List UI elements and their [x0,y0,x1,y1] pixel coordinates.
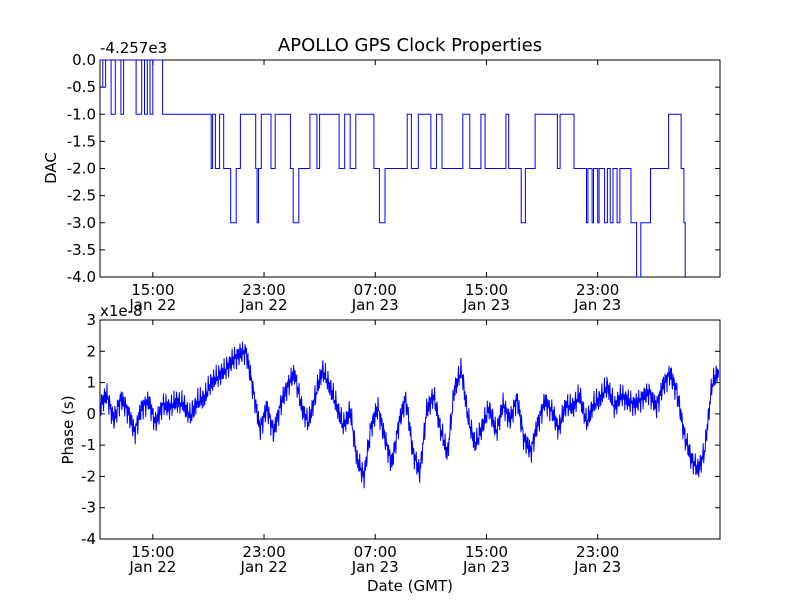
phase-y-tick-label: 0 [86,405,96,423]
dac-x-tick-time: 15:00 [131,281,174,299]
phase-series-line [99,341,720,489]
dac-x-tick-date: Jan 22 [240,296,288,314]
dac-y-tick-label: -2.0 [67,160,96,178]
dac-y-axis-label: DAC [42,152,60,184]
phase-x-tick-time: 15:00 [465,543,508,561]
dac-x-tick-date: Jan 23 [573,296,621,314]
dac-panel: 0.0 -0.5 -1.0 -1.5 -2.0 -2.5 -3.0 -3.5 -4.0 15:0… [42,39,721,314]
dac-y-ticks: 0.0 -0.5 -1.0 -1.5 -2.0 -2.5 -3.0 -3.5 -4.0 [67,51,720,286]
phase-x-tick-date: Jan 22 [240,558,288,576]
phase-y-tick-label: 2 [86,342,96,360]
phase-y-ticks: 3 2 1 0 -1 -2 -3 -4 [81,311,720,548]
phase-y-tick-label: -1 [81,436,96,454]
dac-series-line [100,59,686,278]
phase-x-tick-time: 23:00 [576,543,619,561]
phase-x-tick-date: Jan 23 [351,558,399,576]
phase-x-tick-date: Jan 23 [462,558,510,576]
dac-y-tick-label: -2.5 [67,187,96,205]
dac-x-tick-date: Jan 23 [351,296,399,314]
dac-y-offset-label: -4.257e3 [100,39,167,57]
phase-x-tick-time: 15:00 [131,543,174,561]
dac-x-tick-time: 23:00 [242,281,285,299]
x-axis-label: Date (GMT) [367,577,453,595]
phase-y-tick-label: -2 [81,467,96,485]
dac-y-tick-label: 0.0 [72,51,96,69]
phase-x-tick-date: Jan 23 [573,558,621,576]
phase-y-tick-label: 3 [86,311,96,329]
phase-y-tick-label: 1 [86,374,96,392]
phase-y-offset-label: x1e-8 [100,302,143,320]
chart-title: APOLLO GPS Clock Properties [278,35,542,56]
dac-y-tick-label: -3.5 [67,241,96,259]
dac-y-tick-label: -3.0 [67,214,96,232]
dac-y-tick-label: -1.5 [67,132,96,150]
dac-x-tick-time: 23:00 [576,281,619,299]
dac-x-tick-date: Jan 22 [128,296,176,314]
phase-y-axis-label: Phase (s) [59,395,77,464]
dac-y-tick-label: -0.5 [67,78,96,96]
dac-y-tick-label: -4.0 [67,268,96,286]
phase-x-tick-time: 23:00 [242,543,285,561]
dac-x-tick-time: 07:00 [354,281,397,299]
dac-y-tick-label: -1.0 [67,105,96,123]
dac-x-tick-date: Jan 23 [462,296,510,314]
phase-x-tick-date: Jan 22 [128,558,176,576]
phase-x-tick-time: 07:00 [354,543,397,561]
phase-y-tick-label: -3 [81,499,96,517]
phase-y-tick-label: -4 [81,530,96,548]
dac-x-tick-time: 15:00 [465,281,508,299]
